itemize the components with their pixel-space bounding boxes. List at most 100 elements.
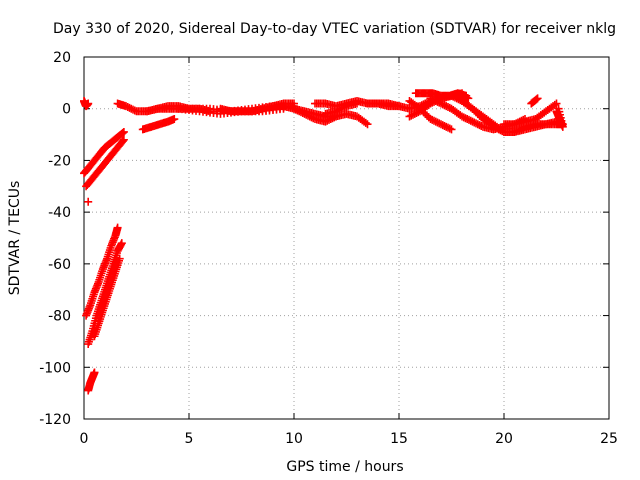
data-point: [550, 100, 559, 109]
data-point: [115, 254, 124, 263]
data-point: [125, 103, 134, 112]
data-point: [442, 122, 451, 131]
data-point: [293, 106, 302, 115]
series-track-7: [80, 96, 93, 111]
data-point: [295, 107, 304, 116]
data-point: [438, 100, 447, 109]
x-axis-label: GPS time / hours: [286, 459, 403, 475]
data-point: [431, 117, 440, 126]
data-point: [113, 223, 122, 232]
data-point: [435, 98, 444, 107]
data-point: [475, 121, 484, 130]
data-point: [491, 123, 500, 132]
data-point: [297, 108, 305, 117]
data-point: [353, 99, 361, 108]
series-track-1: [80, 127, 128, 178]
x-tick-label: 0: [80, 431, 89, 447]
data-point: [472, 119, 480, 128]
x-tick-label: 25: [600, 431, 618, 447]
data-point: [337, 104, 346, 113]
data-point: [90, 368, 99, 377]
data-point: [444, 102, 452, 111]
data-point: [307, 113, 316, 122]
series-track-6: [84, 368, 99, 395]
axis-ticks: 0 5 10 15 20 25 -120 -100 -80 -60 -40 -20 0 20: [39, 50, 618, 447]
y-tick-label: -120: [39, 412, 71, 428]
series-track-3: [82, 223, 122, 320]
data-point: [493, 124, 501, 133]
data-point: [130, 106, 139, 115]
data-point: [361, 118, 370, 127]
series-track-26: [552, 104, 567, 131]
data-point: [84, 197, 93, 206]
y-tick-label: -20: [48, 153, 71, 169]
y-tick-label: 0: [62, 102, 71, 118]
data-point: [428, 115, 437, 124]
data-point: [470, 118, 479, 127]
data-point: [291, 105, 300, 114]
data-point: [477, 121, 486, 130]
data-point: [433, 118, 442, 127]
data-point: [170, 115, 179, 124]
data-point: [533, 94, 542, 103]
data-point: [440, 121, 449, 130]
data-point: [458, 112, 466, 121]
data-point: [435, 119, 444, 128]
data-point: [461, 114, 470, 123]
data-point: [332, 107, 340, 116]
y-tick-label: -60: [48, 257, 71, 273]
data-point: [512, 127, 521, 136]
series-track-23: [458, 96, 561, 136]
data-point: [409, 110, 417, 119]
data-point: [309, 114, 318, 123]
data-point: [437, 120, 445, 129]
data-point: [449, 92, 458, 101]
data-point: [363, 120, 372, 129]
data-point: [496, 126, 505, 135]
data-point: [465, 115, 473, 124]
data-point: [473, 120, 482, 129]
data-point: [84, 99, 93, 108]
data-point: [430, 116, 438, 125]
data-point: [426, 94, 435, 103]
data-point: [459, 113, 468, 122]
data-point: [463, 115, 472, 124]
series-track-8: [84, 197, 93, 206]
x-tick-label: 10: [285, 431, 303, 447]
data-point: [532, 95, 541, 104]
data-point: [489, 122, 498, 131]
data-point: [444, 123, 452, 132]
data-point: [340, 102, 349, 111]
chart-title: Day 330 of 2020, Sidereal Day-to-day VTE…: [53, 21, 616, 37]
data-point: [325, 115, 333, 124]
data-point: [290, 104, 298, 113]
data-point: [510, 127, 519, 136]
y-tick-label: -40: [48, 205, 71, 221]
data-point: [304, 111, 312, 120]
x-tick-label: 15: [390, 431, 408, 447]
y-tick-label: 20: [53, 50, 71, 66]
data-point: [433, 97, 442, 106]
data-point: [452, 94, 461, 103]
series-track-2: [82, 135, 128, 191]
data-point: [462, 91, 471, 100]
data-point: [412, 109, 421, 118]
data-points: [80, 89, 567, 395]
data-point: [323, 116, 332, 125]
data-point: [514, 126, 522, 135]
data-point: [119, 135, 128, 144]
data-point: [405, 112, 414, 121]
data-point: [468, 117, 477, 126]
data-point: [339, 103, 347, 112]
data-point: [442, 102, 451, 111]
data-point: [552, 99, 561, 108]
y-axis-label: SDTVAR / TECUs: [7, 181, 23, 296]
data-point: [298, 109, 307, 118]
data-point: [430, 96, 438, 105]
data-point: [300, 109, 309, 118]
data-point: [118, 128, 127, 137]
y-tick-label: -80: [48, 309, 71, 325]
data-point: [118, 137, 127, 146]
data-point: [123, 102, 132, 111]
